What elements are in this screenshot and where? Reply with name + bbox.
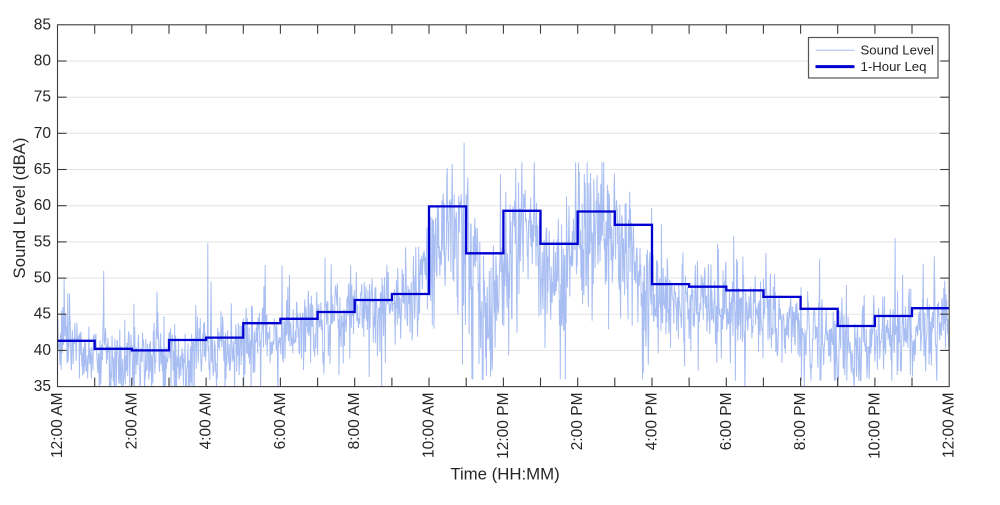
svg-text:2:00 PM: 2:00 PM	[569, 393, 586, 451]
svg-text:2:00 AM: 2:00 AM	[123, 393, 140, 450]
svg-text:Sound Level (dBA): Sound Level (dBA)	[10, 138, 29, 279]
svg-text:85: 85	[34, 16, 51, 33]
svg-text:Time (HH:MM): Time (HH:MM)	[450, 465, 559, 484]
svg-text:12:00 AM: 12:00 AM	[941, 393, 958, 459]
svg-text:1-Hour Leq: 1-Hour Leq	[861, 59, 927, 74]
svg-text:55: 55	[34, 233, 51, 250]
svg-text:12:00 AM: 12:00 AM	[49, 393, 66, 459]
svg-text:60: 60	[34, 197, 52, 214]
svg-text:8:00 AM: 8:00 AM	[346, 393, 363, 450]
svg-text:70: 70	[34, 125, 52, 142]
svg-text:35: 35	[34, 378, 51, 395]
svg-text:4:00 PM: 4:00 PM	[644, 393, 661, 451]
svg-text:40: 40	[34, 342, 52, 359]
svg-text:Sound Level: Sound Level	[861, 43, 934, 58]
svg-text:8:00 PM: 8:00 PM	[792, 393, 809, 451]
svg-text:4:00 AM: 4:00 AM	[198, 393, 215, 450]
svg-text:80: 80	[34, 53, 52, 70]
svg-text:6:00 AM: 6:00 AM	[272, 393, 289, 450]
svg-text:10:00 AM: 10:00 AM	[421, 393, 438, 459]
svg-text:45: 45	[34, 306, 51, 323]
svg-text:75: 75	[34, 89, 51, 106]
svg-text:12:00 PM: 12:00 PM	[495, 393, 512, 459]
svg-text:65: 65	[34, 161, 51, 178]
svg-text:6:00 PM: 6:00 PM	[718, 393, 735, 451]
svg-text:10:00 PM: 10:00 PM	[866, 393, 883, 459]
svg-text:50: 50	[34, 270, 52, 287]
